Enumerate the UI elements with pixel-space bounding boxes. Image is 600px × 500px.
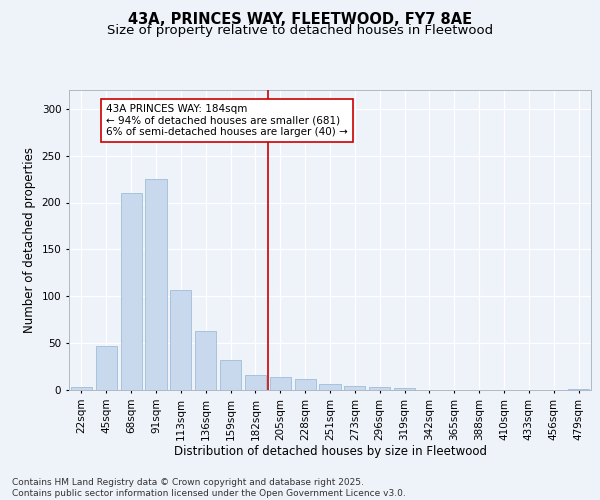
Bar — [71, 387, 92, 390]
Bar — [270, 377, 291, 390]
Bar — [319, 384, 341, 390]
X-axis label: Distribution of detached houses by size in Fleetwood: Distribution of detached houses by size … — [173, 446, 487, 458]
Text: 43A PRINCES WAY: 184sqm
← 94% of detached houses are smaller (681)
6% of semi-de: 43A PRINCES WAY: 184sqm ← 94% of detache… — [106, 104, 348, 138]
Bar — [344, 386, 365, 390]
Text: Size of property relative to detached houses in Fleetwood: Size of property relative to detached ho… — [107, 24, 493, 37]
Bar — [394, 388, 415, 390]
Y-axis label: Number of detached properties: Number of detached properties — [23, 147, 36, 333]
Text: 43A, PRINCES WAY, FLEETWOOD, FY7 8AE: 43A, PRINCES WAY, FLEETWOOD, FY7 8AE — [128, 12, 472, 28]
Text: Contains HM Land Registry data © Crown copyright and database right 2025.
Contai: Contains HM Land Registry data © Crown c… — [12, 478, 406, 498]
Bar — [245, 375, 266, 390]
Bar — [145, 179, 167, 390]
Bar — [568, 389, 589, 390]
Bar — [96, 346, 117, 390]
Bar — [220, 360, 241, 390]
Bar — [170, 290, 191, 390]
Bar — [369, 387, 390, 390]
Bar — [121, 193, 142, 390]
Bar — [195, 331, 216, 390]
Bar — [295, 379, 316, 390]
